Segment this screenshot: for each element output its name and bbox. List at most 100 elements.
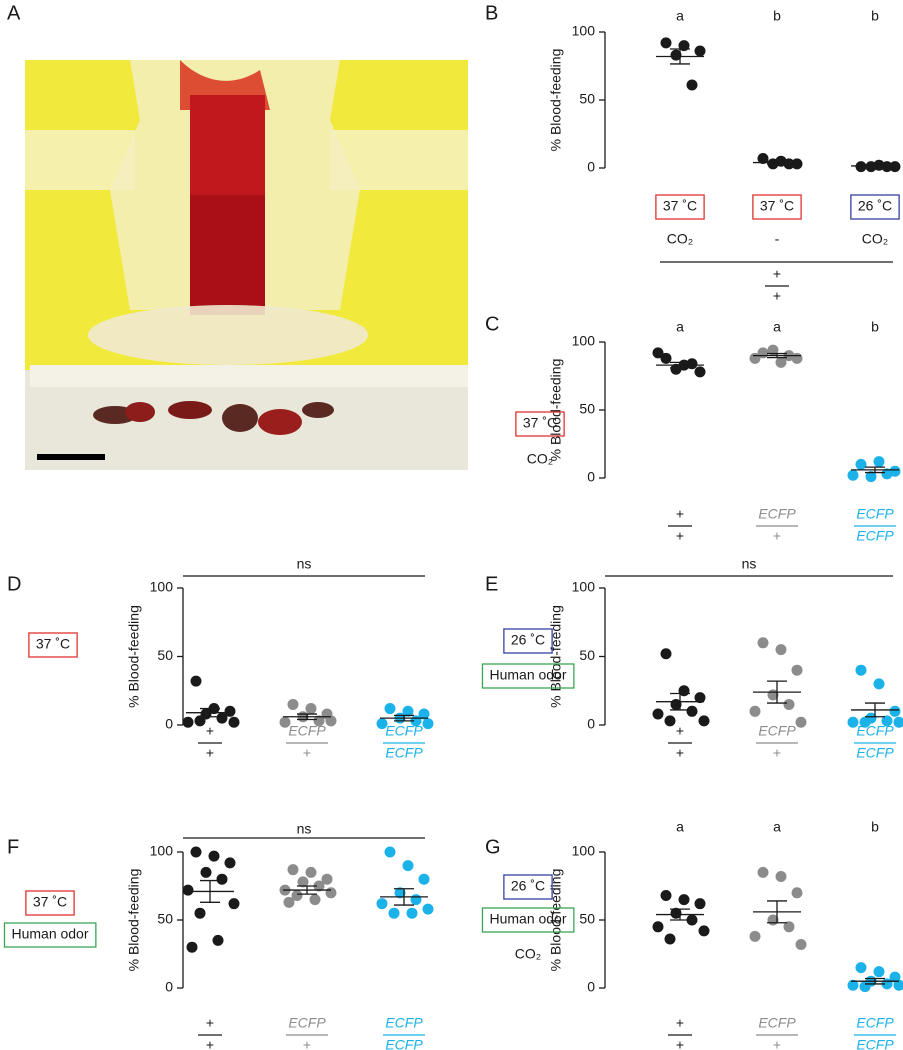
data-point	[670, 363, 682, 375]
data-point	[847, 979, 859, 991]
data-point	[216, 712, 228, 724]
data-point	[287, 698, 299, 710]
genotype-bottom: +	[773, 288, 781, 304]
data-point	[305, 703, 317, 715]
data-point	[200, 866, 212, 878]
genotype-bottom: +	[206, 745, 214, 761]
genotype-top: ECFP	[856, 1015, 894, 1031]
data-point	[309, 894, 321, 906]
significance-letter: a	[773, 819, 781, 835]
mosquito	[258, 409, 302, 435]
data-point	[694, 898, 706, 910]
data-point	[182, 716, 194, 728]
data-point	[384, 703, 396, 715]
y-tick-label: 100	[150, 843, 174, 859]
data-point	[893, 979, 903, 991]
genotype-bottom: +	[773, 745, 781, 761]
y-tick-label: 0	[587, 469, 595, 485]
data-point	[859, 981, 871, 993]
data-point	[847, 469, 859, 481]
genotype-bottom: +	[303, 745, 311, 761]
data-point	[749, 352, 761, 364]
data-point	[783, 921, 795, 933]
photo	[25, 60, 468, 470]
condition-box	[752, 194, 802, 220]
data-point	[291, 890, 303, 902]
genotype-top: ECFP	[385, 723, 423, 739]
condition-label: 26 ˚C	[511, 632, 545, 648]
data-point	[208, 850, 220, 862]
genotype-top: ECFP	[758, 723, 796, 739]
data-point	[670, 49, 682, 61]
data-point	[791, 158, 803, 170]
data-point	[664, 933, 676, 945]
data-point	[791, 664, 803, 676]
condition-box	[850, 194, 900, 220]
data-point	[402, 705, 414, 717]
data-point	[757, 866, 769, 878]
data-point	[652, 921, 664, 933]
data-point	[216, 873, 228, 885]
genotype-bottom: +	[206, 1037, 214, 1050]
significance-letter: a	[676, 819, 684, 835]
panel-label: B	[485, 2, 498, 24]
y-tick-label: 0	[165, 716, 173, 732]
data-point	[660, 352, 672, 364]
genotype-top: ECFP	[856, 723, 894, 739]
data-point	[305, 866, 317, 878]
genotype-bottom: ECFP	[856, 745, 894, 761]
data-point	[686, 705, 698, 717]
panel-label: E	[485, 573, 498, 595]
y-tick-label: 0	[587, 716, 595, 732]
genotype-top: ECFP	[758, 1015, 796, 1031]
data-point	[297, 876, 309, 888]
data-point	[694, 366, 706, 378]
data-point	[660, 890, 672, 902]
genotype-top: ECFP	[758, 506, 796, 522]
y-tick-label: 100	[572, 843, 596, 859]
data-point	[394, 887, 406, 899]
y-tick-label: 50	[579, 647, 595, 663]
y-tick-label: 100	[572, 579, 596, 595]
genotype-bottom: +	[773, 1037, 781, 1050]
membrane	[30, 365, 468, 387]
genotype-top: +	[206, 1015, 214, 1031]
genotype-bottom: ECFP	[856, 528, 894, 544]
data-point	[686, 914, 698, 926]
y-tick-label: 0	[165, 979, 173, 995]
genotype-bottom: ECFP	[385, 745, 423, 761]
data-point	[873, 456, 885, 468]
data-point	[410, 894, 422, 906]
mosquitoes	[93, 401, 334, 435]
data-point	[283, 896, 295, 908]
data-point	[881, 468, 893, 480]
y-axis-label: % Blood-feeding	[126, 869, 142, 972]
panel-label: F	[7, 836, 19, 858]
condition-label: CO₂	[667, 231, 693, 247]
genotype-bottom: +	[676, 528, 684, 544]
data-point	[190, 675, 202, 687]
genotype-bottom: +	[676, 745, 684, 761]
data-point	[325, 715, 337, 727]
data-point	[881, 161, 893, 173]
mosquito	[125, 402, 155, 422]
data-point	[228, 716, 240, 728]
data-point	[775, 870, 787, 882]
data-point	[402, 860, 414, 872]
data-point	[660, 648, 672, 660]
genotype-top: +	[773, 266, 781, 282]
condition-label: CO₂	[515, 946, 541, 962]
data-point	[321, 873, 333, 885]
data-point	[749, 930, 761, 942]
y-tick-label: 50	[157, 911, 173, 927]
genotype-top: ECFP	[385, 1015, 423, 1031]
condition-label: Human odor	[489, 911, 566, 927]
condition-label: 37 ˚C	[33, 894, 67, 910]
data-point	[889, 161, 901, 173]
panel-label: A	[7, 2, 21, 24]
y-tick-label: 50	[579, 911, 595, 927]
y-tick-label: 50	[579, 401, 595, 417]
genotype-bottom: +	[773, 528, 781, 544]
panel-label: D	[7, 573, 21, 595]
